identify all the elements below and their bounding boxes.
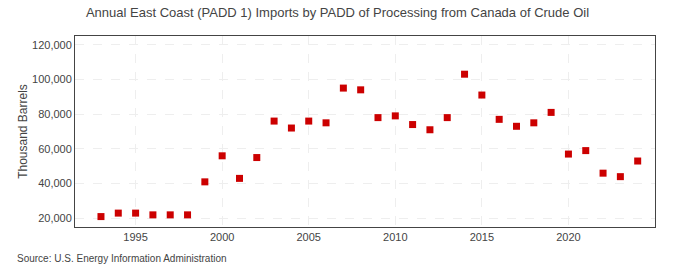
svg-text:40,000: 40,000 <box>38 177 72 189</box>
svg-text:Source: U.S. Energy Informatio: Source: U.S. Energy Information Administ… <box>17 253 227 264</box>
svg-text:Thousand Barrels: Thousand Barrels <box>16 84 30 179</box>
svg-text:2005: 2005 <box>296 231 320 243</box>
svg-text:100,000: 100,000 <box>32 73 72 85</box>
svg-text:120,000: 120,000 <box>32 39 72 51</box>
svg-text:2000: 2000 <box>210 231 234 243</box>
svg-text:2015: 2015 <box>470 231 494 243</box>
svg-text:2020: 2020 <box>556 231 580 243</box>
svg-text:1995: 1995 <box>123 231 147 243</box>
svg-text:2010: 2010 <box>383 231 407 243</box>
svg-text:20,000: 20,000 <box>38 212 72 224</box>
svg-text:Annual East Coast (PADD 1) Imp: Annual East Coast (PADD 1) Imports by PA… <box>86 5 589 20</box>
svg-text:60,000: 60,000 <box>38 143 72 155</box>
svg-text:80,000: 80,000 <box>38 108 72 120</box>
